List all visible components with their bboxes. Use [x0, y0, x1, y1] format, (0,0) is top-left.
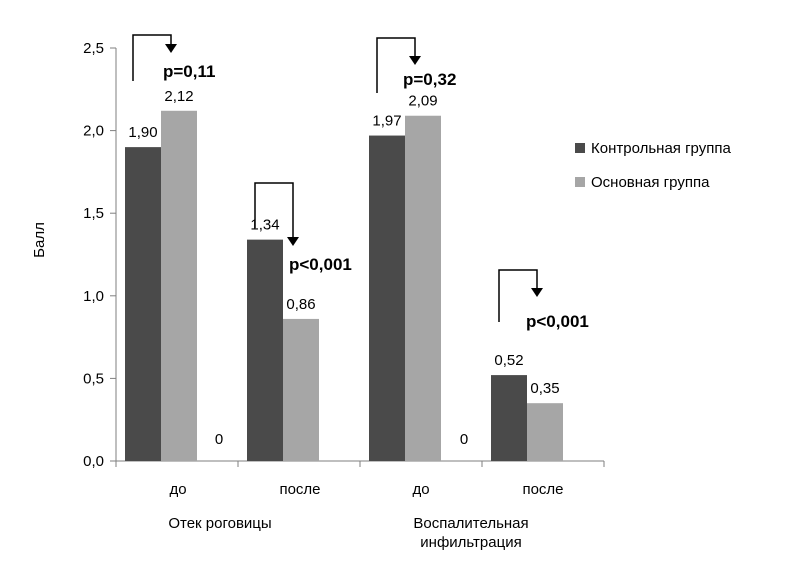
bracket-arrowhead: [287, 237, 299, 246]
bracket-arrowhead: [409, 56, 421, 65]
data-label: 1,34: [250, 217, 279, 234]
bar: [283, 318, 319, 461]
comparison-bracket: [498, 269, 538, 322]
data-label: 1,90: [128, 124, 157, 141]
bar: [527, 403, 563, 461]
comparison-bracket: [132, 34, 172, 81]
data-label: 0,52: [494, 352, 523, 369]
zero-label-2: 0: [460, 431, 468, 448]
data-label: 1,97: [372, 113, 401, 130]
group-label-corneal-edema: Отек роговицы: [168, 515, 271, 532]
x-category-label-4: после: [522, 481, 563, 498]
legend-label-control: Контрольная группа: [591, 140, 731, 157]
data-label: 0,35: [530, 380, 559, 397]
data-label: 2,09: [408, 93, 437, 110]
data-labels: 1,90 2,12 1,34 0,86 1,97 2,09 0,52 0,35: [128, 88, 559, 397]
legend-swatch-main: [575, 177, 585, 187]
y-tick-label: 0,0: [83, 453, 104, 470]
bar: [161, 110, 197, 461]
bar: [405, 115, 441, 462]
bracket-arrowhead: [531, 288, 543, 297]
bar: [491, 375, 527, 461]
data-label: 0,86: [286, 296, 315, 313]
group-label-inflammatory-infiltration: Воспалительная инфильтрация: [413, 515, 528, 551]
legend-label-main: Основная группа: [591, 174, 710, 191]
y-tick-label: 2,5: [83, 40, 104, 57]
bar: [247, 239, 283, 461]
p-value-label-2: p<0,001: [289, 255, 352, 274]
comparison-bracket: [254, 182, 294, 238]
bracket-arrowhead: [165, 44, 177, 53]
x-ticks: [115, 461, 605, 467]
p-value-label-1: p=0,11: [163, 62, 215, 81]
bars: [125, 110, 563, 462]
y-tick-label: 2,0: [83, 123, 104, 140]
comparison-bracket: [376, 37, 416, 93]
p-value-label-3: p=0,32: [403, 70, 456, 89]
p-value-label-4: p<0,001: [526, 312, 589, 331]
y-axis-title: Балл: [31, 222, 48, 258]
y-ticks: 0,0 0,5 1,0 1,5 2,0 2,5: [83, 40, 116, 470]
x-category-label-1: до: [169, 481, 186, 498]
data-label: 2,12: [164, 88, 193, 105]
zero-label-1: 0: [215, 431, 223, 448]
y-tick-label: 1,0: [83, 288, 104, 305]
x-category-label-2: после: [279, 481, 320, 498]
y-tick-label: 1,5: [83, 205, 104, 222]
brackets: [132, 34, 543, 322]
x-category-label-3: до: [412, 481, 429, 498]
legend-swatch-control: [575, 143, 585, 153]
bar: [369, 135, 405, 461]
bar: [125, 147, 161, 461]
y-tick-label: 0,5: [83, 370, 104, 387]
legend: Контрольная группа Основная группа: [575, 140, 731, 191]
